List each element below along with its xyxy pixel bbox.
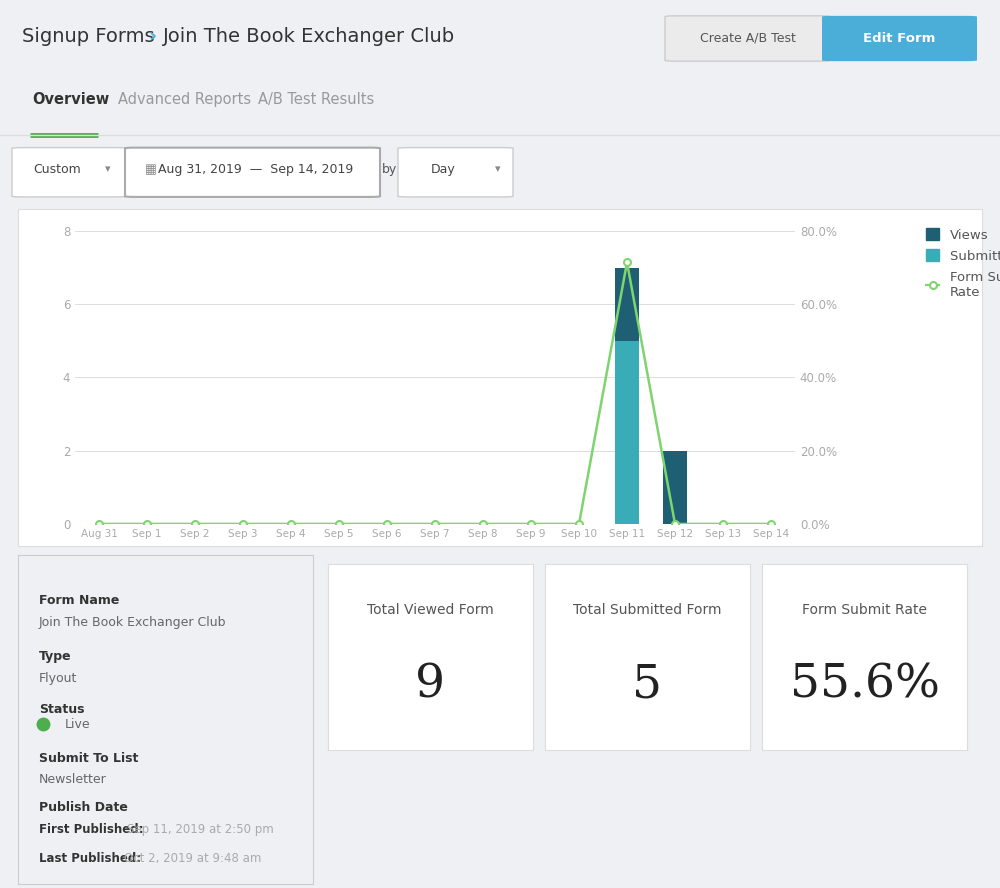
FancyBboxPatch shape [398, 147, 513, 197]
Text: Live: Live [65, 718, 91, 731]
Text: Total Submitted Form: Total Submitted Form [573, 604, 722, 617]
Text: Submit To List: Submit To List [39, 752, 138, 765]
Text: First Published:: First Published: [39, 823, 143, 836]
Text: Signup Forms: Signup Forms [22, 27, 155, 45]
Legend: Views, Submitted Form, Form Submit
Rate: Views, Submitted Form, Form Submit Rate [921, 223, 1000, 304]
Text: Last Published:: Last Published: [39, 852, 141, 865]
Text: Form Name: Form Name [39, 594, 119, 607]
Text: by: by [382, 163, 397, 176]
Text: 5: 5 [633, 662, 662, 708]
FancyBboxPatch shape [822, 16, 977, 61]
Text: Join The Book Exchanger Club: Join The Book Exchanger Club [163, 27, 455, 45]
FancyBboxPatch shape [12, 147, 127, 197]
Text: A/B Test Results: A/B Test Results [258, 91, 374, 107]
Text: Create A/B Test: Create A/B Test [700, 32, 795, 45]
Text: ▾: ▾ [105, 164, 111, 175]
Bar [663, 451, 687, 524]
Text: Status: Status [39, 703, 84, 716]
Text: Type: Type [39, 650, 71, 663]
Text: 55.6%: 55.6% [790, 662, 940, 708]
Text: Publish Date: Publish Date [39, 801, 128, 814]
Text: Sep 11, 2019 at 2:50 pm: Sep 11, 2019 at 2:50 pm [127, 823, 274, 836]
FancyBboxPatch shape [125, 147, 380, 197]
Text: Aug 31, 2019  —  Sep 14, 2019: Aug 31, 2019 — Sep 14, 2019 [158, 163, 354, 176]
FancyBboxPatch shape [665, 16, 830, 61]
Text: Advanced Reports: Advanced Reports [118, 91, 251, 107]
Text: Oct 2, 2019 at 9:48 am: Oct 2, 2019 at 9:48 am [124, 852, 262, 865]
Text: Form Submit Rate: Form Submit Rate [802, 604, 927, 617]
Bar [615, 341, 639, 524]
Text: Total Viewed Form: Total Viewed Form [367, 604, 494, 617]
Text: Join The Book Exchanger Club: Join The Book Exchanger Club [39, 615, 226, 629]
Text: Flyout: Flyout [39, 671, 77, 685]
Text: Day: Day [431, 163, 455, 176]
Text: ▾: ▾ [495, 164, 501, 175]
Text: 9: 9 [416, 662, 446, 708]
Text: Overview: Overview [32, 91, 109, 107]
Text: Edit Form: Edit Form [863, 32, 936, 45]
Text: Custom: Custom [33, 163, 81, 176]
Bar [615, 267, 639, 341]
Text: ▦: ▦ [145, 163, 157, 176]
Text: Newsletter: Newsletter [39, 773, 106, 787]
Text: ›: › [148, 27, 156, 45]
